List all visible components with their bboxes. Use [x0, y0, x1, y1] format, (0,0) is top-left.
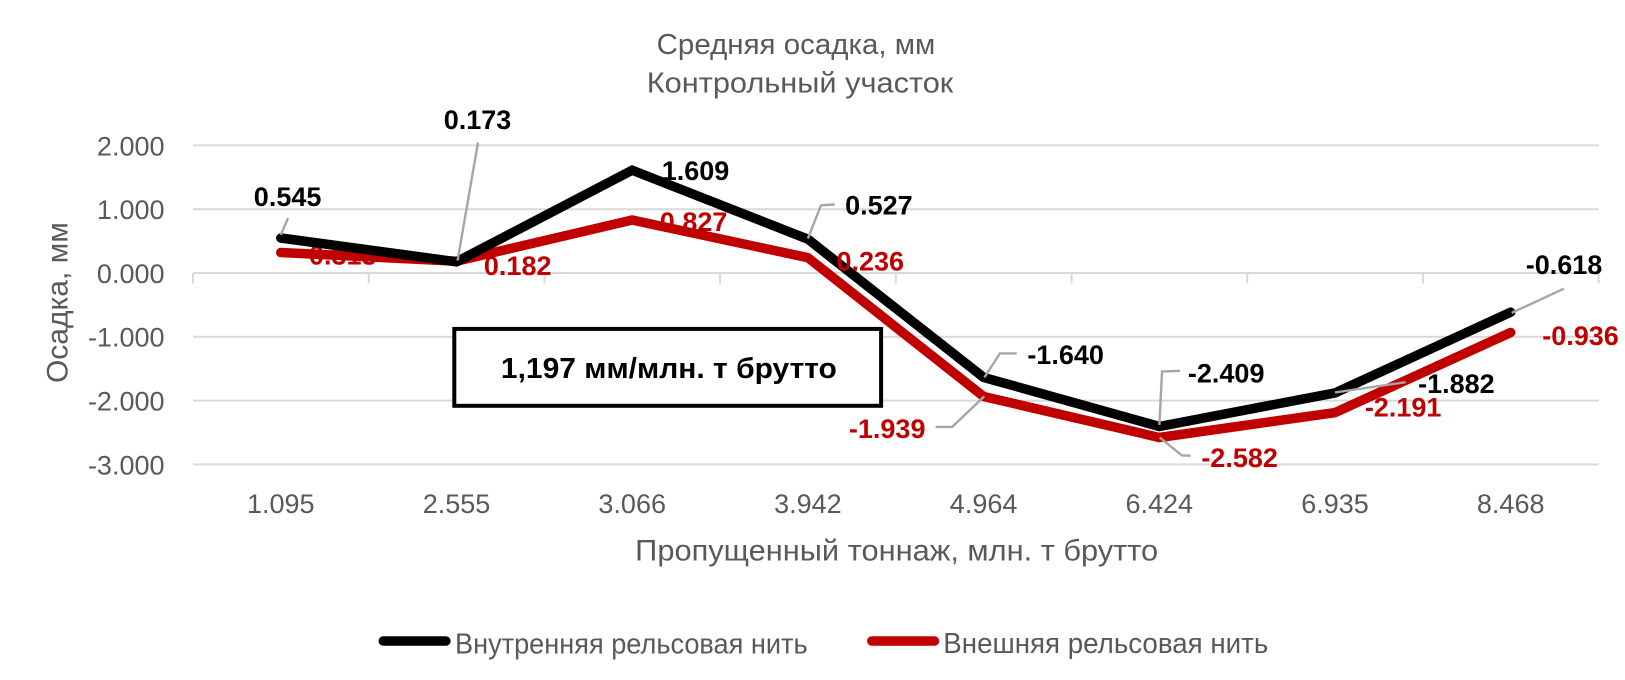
svg-text:3.942: 3.942 [774, 489, 842, 519]
svg-text:-3.000: -3.000 [88, 450, 165, 480]
svg-text:-1.882: -1.882 [1418, 369, 1495, 399]
svg-text:-2.409: -2.409 [1188, 358, 1265, 388]
svg-text:-0.618: -0.618 [1526, 250, 1603, 280]
svg-text:1,197 мм/млн. т брутто: 1,197 мм/млн. т брутто [501, 353, 837, 385]
svg-text:Внешняя рельсовая нить: Внешняя рельсовая нить [943, 628, 1268, 660]
svg-text:Контрольный участок: Контрольный участок [647, 67, 954, 99]
svg-text:0.236: 0.236 [837, 247, 905, 277]
svg-text:0.527: 0.527 [845, 191, 913, 221]
svg-text:Внутренняя рельсовая нить: Внутренняя рельсовая нить [455, 628, 808, 660]
svg-text:-1.640: -1.640 [1027, 340, 1104, 370]
svg-text:2.555: 2.555 [423, 489, 491, 519]
svg-text:2.000: 2.000 [97, 131, 165, 161]
svg-text:1.095: 1.095 [247, 489, 315, 519]
svg-text:Средняя осадка, мм: Средняя осадка, мм [657, 29, 936, 61]
svg-text:1.609: 1.609 [662, 156, 730, 186]
svg-text:3.066: 3.066 [598, 489, 666, 519]
svg-text:8.468: 8.468 [1477, 489, 1545, 519]
svg-text:-1.000: -1.000 [88, 323, 165, 353]
svg-text:4.964: 4.964 [950, 489, 1018, 519]
svg-text:0.827: 0.827 [660, 207, 728, 237]
svg-text:6.424: 6.424 [1126, 489, 1194, 519]
svg-text:Осадка, мм: Осадка, мм [42, 222, 75, 383]
svg-text:6.935: 6.935 [1301, 489, 1369, 519]
svg-text:0.545: 0.545 [254, 182, 322, 212]
svg-text:-1.939: -1.939 [849, 414, 926, 444]
svg-text:-2.582: -2.582 [1201, 443, 1278, 473]
svg-text:0.173: 0.173 [444, 105, 512, 135]
svg-text:1.000: 1.000 [97, 195, 165, 225]
svg-text:-2.000: -2.000 [88, 387, 165, 417]
svg-text:0.182: 0.182 [484, 251, 552, 281]
svg-text:-0.936: -0.936 [1542, 321, 1619, 351]
svg-text:Пропущенный тоннаж, млн. т бру: Пропущенный тоннаж, млн. т брутто [635, 535, 1158, 568]
svg-text:-2.191: -2.191 [1365, 393, 1442, 423]
svg-text:0.000: 0.000 [97, 259, 165, 289]
